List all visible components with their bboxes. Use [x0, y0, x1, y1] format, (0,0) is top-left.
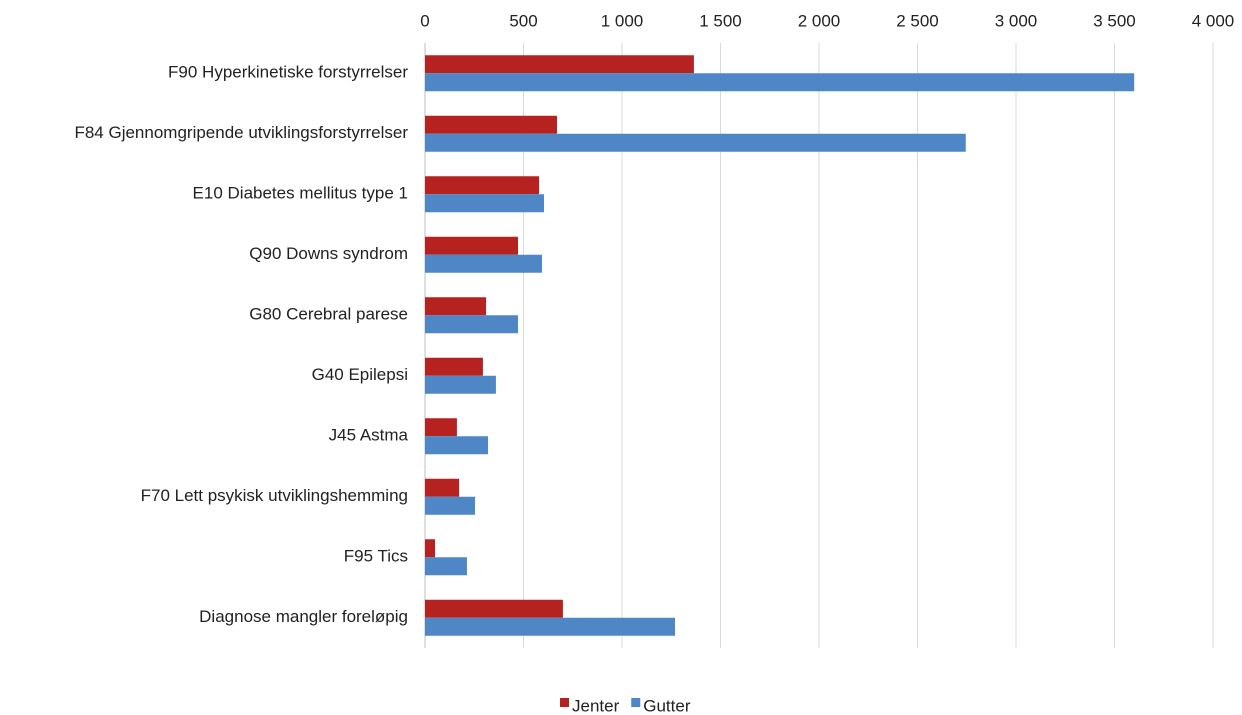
bar — [425, 315, 518, 334]
bar — [425, 496, 476, 515]
x-tick-label: 4 000 — [1192, 11, 1235, 30]
bar — [425, 599, 563, 618]
x-tick-label: 2 000 — [798, 11, 841, 30]
bar — [425, 194, 544, 213]
bar — [425, 254, 543, 273]
bar — [425, 133, 966, 152]
bar — [425, 297, 487, 316]
bar — [425, 478, 460, 497]
bar — [425, 176, 540, 195]
bar — [425, 115, 557, 134]
legend-swatch — [560, 698, 569, 707]
bar — [425, 375, 496, 394]
y-tick-label: E10 Diabetes mellitus type 1 — [193, 184, 408, 203]
y-tick-label: J45 Astma — [329, 426, 409, 445]
x-tick-label: 0 — [420, 11, 429, 30]
legend-label: Jenter — [572, 696, 620, 715]
bar — [425, 357, 483, 376]
bar — [425, 557, 467, 576]
x-tick-label: 500 — [509, 11, 537, 30]
y-tick-label: F70 Lett psykisk utviklingshemming — [141, 486, 408, 505]
y-tick-label: F90 Hyperkinetiske forstyrrelser — [168, 63, 408, 82]
y-tick-label: F84 Gjennomgripende utviklingsforstyrrel… — [74, 123, 408, 142]
bar — [425, 539, 436, 558]
y-tick-label: G40 Epilepsi — [312, 365, 408, 384]
bar — [425, 418, 457, 437]
x-tick-label: 3 500 — [1093, 11, 1136, 30]
bar — [425, 436, 489, 455]
y-tick-label: Diagnose mangler foreløpig — [199, 607, 408, 626]
y-tick-label: F95 Tics — [344, 547, 408, 566]
y-tick-label: G80 Cerebral parese — [249, 305, 408, 324]
bar — [425, 236, 518, 255]
x-tick-label: 3 000 — [995, 11, 1038, 30]
bar — [425, 73, 1135, 92]
legend-swatch — [631, 698, 641, 707]
bar — [425, 55, 694, 74]
x-tick-label: 1 500 — [699, 11, 742, 30]
legend-label: Gutter — [643, 696, 691, 715]
x-tick-label: 1 000 — [601, 11, 644, 30]
y-tick-label: Q90 Downs syndrom — [249, 244, 408, 263]
bar — [425, 617, 675, 636]
x-tick-label: 2 500 — [896, 11, 939, 30]
